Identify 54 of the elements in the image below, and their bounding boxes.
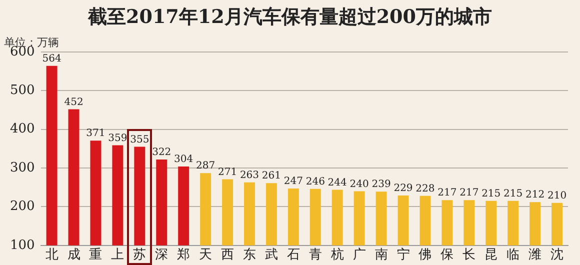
- data-label: 359: [108, 132, 128, 144]
- data-label: 304: [174, 154, 194, 166]
- x-tick-label: 广: [352, 248, 366, 263]
- x-tick-label: 石: [286, 248, 300, 263]
- x-tick-label: 佛: [418, 248, 432, 263]
- data-label: 261: [262, 170, 282, 182]
- data-label: 210: [547, 190, 567, 202]
- y-tick-label: 200: [10, 199, 35, 214]
- x-tick-label: 昆: [484, 248, 498, 263]
- data-label: 246: [306, 176, 325, 188]
- data-label: 355: [130, 134, 150, 146]
- chart-title: 截至2017年12月汽车保有量超过200万的城市: [86, 5, 493, 30]
- data-label: 287: [196, 160, 216, 172]
- data-label: 322: [152, 147, 172, 158]
- data-label: 212: [526, 190, 545, 201]
- y-tick-label: 300: [10, 160, 35, 176]
- data-label: 247: [284, 176, 303, 188]
- data-label: 229: [394, 183, 413, 194]
- x-tick-label: 临: [506, 248, 520, 263]
- data-label: 239: [372, 179, 391, 190]
- x-tick-label: 成: [67, 248, 80, 263]
- data-label: 452: [64, 96, 84, 108]
- data-label: 217: [460, 188, 479, 199]
- data-label: 215: [482, 188, 501, 200]
- x-tick-label: 潍: [528, 248, 542, 263]
- data-label: 228: [416, 183, 435, 194]
- data-label: 564: [42, 54, 62, 65]
- data-label: 271: [218, 166, 238, 178]
- x-tick-label: 北: [45, 248, 58, 263]
- data-label: 240: [350, 178, 369, 190]
- x-tick-label: 宁: [396, 246, 410, 263]
- y-tick-label: 100: [10, 238, 35, 253]
- data-label: 217: [438, 188, 457, 199]
- x-tick-label: 长: [462, 248, 476, 263]
- x-tick-label: 东: [242, 248, 256, 263]
- x-tick-label: 南: [374, 248, 388, 263]
- data-label: 215: [504, 188, 523, 200]
- data-label: 371: [86, 128, 106, 140]
- data-label: 244: [328, 177, 347, 188]
- x-tick-label: 武: [264, 248, 278, 263]
- x-tick-label: 西: [221, 248, 234, 263]
- data-label: 263: [240, 170, 260, 181]
- x-tick-label: 青: [308, 248, 322, 263]
- x-tick-label: 天: [199, 248, 212, 263]
- x-tick-label: 上: [111, 248, 124, 263]
- x-tick-label: 重: [89, 248, 102, 263]
- x-tick-label: 苏: [133, 248, 146, 263]
- x-tick-label: 保: [440, 248, 454, 263]
- y-tick-label: 400: [10, 122, 35, 137]
- x-tick-label: 深: [155, 248, 168, 263]
- x-tick-label: 杭: [330, 248, 344, 263]
- x-tick-label: 郑: [177, 248, 190, 263]
- x-tick-label: 沈: [550, 248, 564, 263]
- y-tick-label: 500: [10, 83, 35, 98]
